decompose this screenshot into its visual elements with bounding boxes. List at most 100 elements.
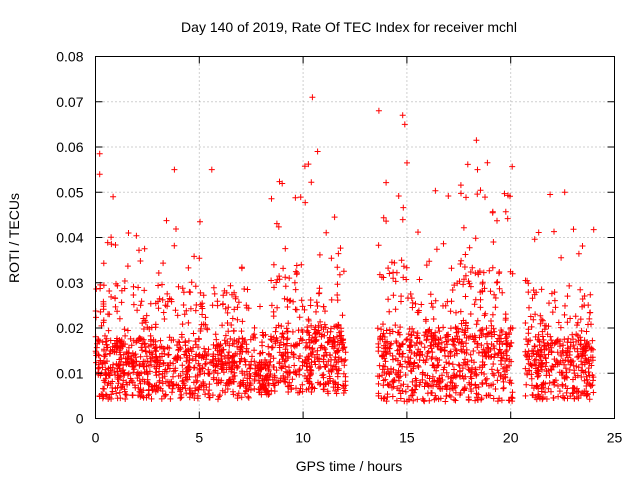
data-point	[286, 379, 293, 386]
data-point	[568, 359, 575, 366]
data-point	[193, 341, 199, 348]
data-point	[558, 254, 565, 261]
data-point	[416, 381, 423, 388]
data-point	[435, 383, 442, 390]
data-point	[180, 289, 187, 296]
y-tick-label: 0.03	[56, 275, 83, 291]
data-point	[274, 304, 281, 311]
x-tick-label: 15	[399, 430, 415, 446]
data-point	[114, 365, 121, 372]
data-point	[416, 276, 423, 283]
data-point	[531, 343, 538, 350]
data-point	[334, 349, 341, 355]
data-point	[132, 384, 139, 391]
data-point	[118, 299, 125, 306]
data-point	[136, 247, 142, 254]
data-point	[498, 354, 505, 361]
data-point	[484, 340, 490, 347]
data-point	[474, 340, 481, 347]
data-point	[139, 347, 146, 354]
data-point	[146, 362, 152, 369]
data-point	[334, 370, 341, 377]
data-point	[494, 279, 501, 285]
data-point	[478, 369, 485, 376]
data-point	[538, 316, 545, 323]
data-point	[101, 347, 107, 354]
data-point	[112, 242, 119, 248]
data-point	[538, 361, 545, 368]
data-point	[148, 349, 155, 356]
data-point	[546, 372, 553, 379]
data-point	[142, 348, 149, 354]
data-point	[409, 378, 416, 385]
data-point	[309, 334, 316, 341]
data-point	[298, 297, 305, 304]
data-point	[117, 395, 124, 402]
data-point	[384, 391, 391, 398]
data-point	[390, 379, 397, 386]
data-point	[428, 300, 435, 307]
data-point	[199, 364, 206, 371]
data-point	[298, 261, 305, 268]
data-point	[282, 245, 289, 252]
data-point	[238, 355, 245, 362]
data-point	[192, 357, 199, 364]
data-point	[135, 284, 142, 291]
data-point	[103, 341, 110, 348]
data-point	[415, 364, 422, 370]
data-point	[490, 395, 497, 402]
data-point	[427, 291, 434, 298]
data-point	[551, 228, 557, 235]
data-point	[408, 349, 415, 356]
data-point	[107, 337, 114, 344]
data-point	[234, 316, 241, 323]
data-point	[159, 380, 166, 387]
data-point	[552, 304, 559, 311]
data-point	[535, 370, 541, 377]
data-point	[547, 366, 554, 373]
data-point	[304, 360, 311, 367]
data-point	[493, 279, 500, 286]
data-point	[314, 303, 321, 309]
data-point	[458, 190, 464, 197]
data-point	[561, 189, 568, 196]
data-point	[522, 320, 529, 326]
data-point	[249, 353, 255, 360]
data-point	[439, 377, 446, 383]
data-point	[532, 394, 539, 401]
data-point	[211, 290, 218, 297]
data-point	[496, 270, 502, 277]
data-point	[127, 335, 134, 342]
data-point	[103, 372, 110, 379]
data-point	[323, 362, 330, 368]
data-point	[204, 325, 210, 332]
data-point	[205, 370, 211, 377]
data-point	[402, 358, 409, 365]
data-point	[428, 332, 435, 339]
data-point	[292, 286, 299, 293]
data-point	[186, 352, 193, 359]
data-point	[430, 316, 437, 322]
data-point	[159, 374, 166, 381]
data-point	[429, 373, 436, 380]
data-point	[400, 263, 407, 270]
data-point	[222, 305, 229, 312]
data-point	[462, 251, 469, 258]
data-point	[257, 384, 264, 391]
data-point	[389, 328, 396, 335]
data-point	[393, 269, 400, 276]
data-point	[457, 308, 464, 315]
data-point	[209, 392, 216, 399]
data-point	[425, 348, 432, 355]
data-point	[504, 334, 510, 340]
data-point	[159, 281, 165, 288]
data-point	[243, 341, 250, 348]
data-point	[196, 353, 203, 359]
data-point	[436, 357, 443, 363]
data-point	[218, 355, 225, 362]
data-point	[147, 332, 154, 339]
data-point	[226, 349, 232, 356]
data-point	[462, 356, 468, 363]
data-point	[227, 335, 234, 342]
data-point	[436, 328, 443, 335]
